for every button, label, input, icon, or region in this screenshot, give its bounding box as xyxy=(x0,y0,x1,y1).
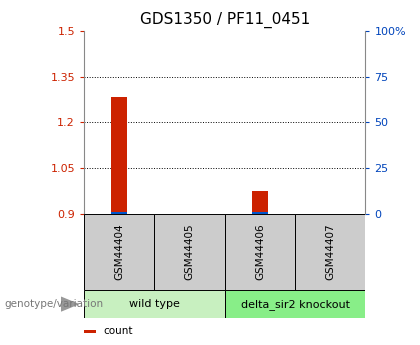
Text: GSM44404: GSM44404 xyxy=(114,224,124,280)
Bar xyxy=(225,290,365,318)
Text: GSM44406: GSM44406 xyxy=(255,224,265,280)
Bar xyxy=(84,214,155,290)
Bar xyxy=(84,290,225,318)
Bar xyxy=(111,97,127,214)
Text: GSM44405: GSM44405 xyxy=(184,224,194,280)
Text: GSM44407: GSM44407 xyxy=(325,224,335,280)
Title: GDS1350 / PF11_0451: GDS1350 / PF11_0451 xyxy=(139,12,310,28)
Text: count: count xyxy=(104,326,133,336)
Text: wild type: wild type xyxy=(129,299,180,309)
Polygon shape xyxy=(61,297,78,311)
Text: genotype/variation: genotype/variation xyxy=(4,299,103,309)
Bar xyxy=(252,191,268,214)
Bar xyxy=(111,212,127,214)
Bar xyxy=(295,214,365,290)
Text: delta_sir2 knockout: delta_sir2 knockout xyxy=(241,299,349,309)
Bar xyxy=(84,329,96,333)
Bar xyxy=(225,214,295,290)
Bar xyxy=(252,212,268,214)
Bar xyxy=(155,214,225,290)
